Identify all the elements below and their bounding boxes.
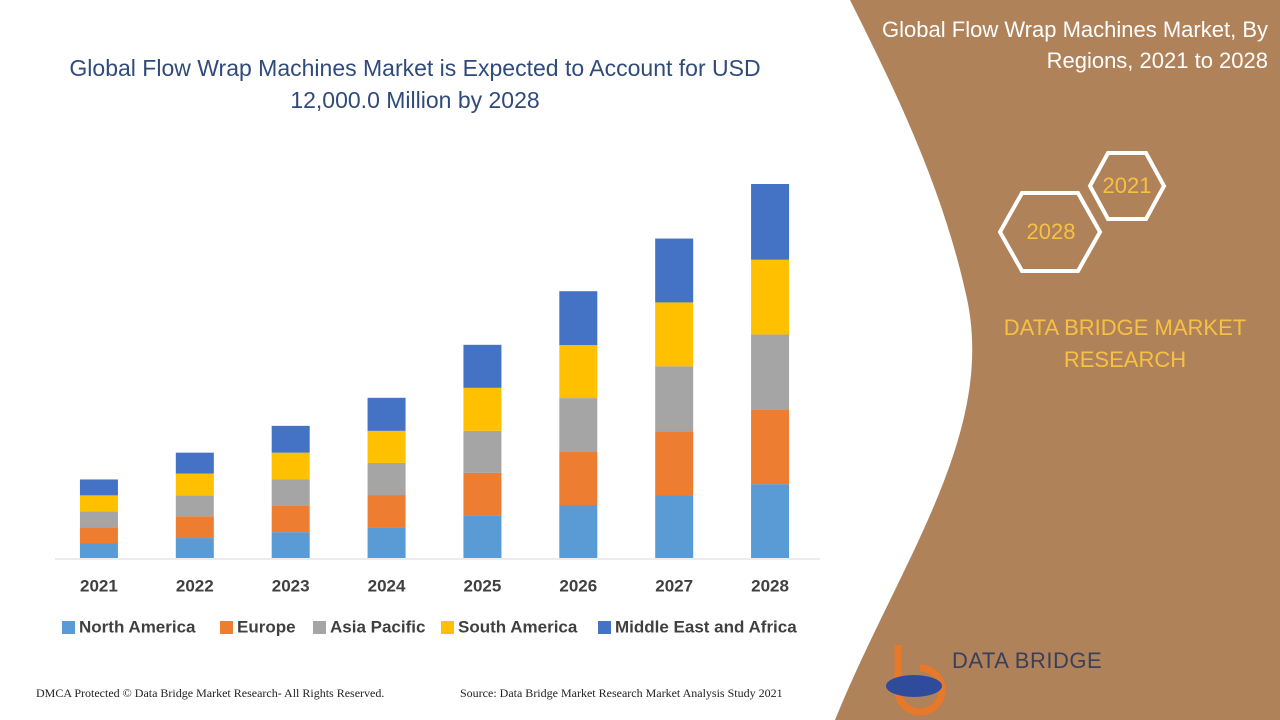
bar-segment <box>367 462 406 496</box>
side-panel-shape <box>835 0 1280 720</box>
bar-segment <box>751 259 790 335</box>
bar-segment <box>79 495 118 512</box>
legend-label: North America <box>79 617 196 636</box>
x-tick-label: 2028 <box>751 576 789 595</box>
bar-segment <box>655 238 694 303</box>
bar-segment <box>79 479 118 496</box>
legend-label: South America <box>458 617 578 636</box>
bar-segment <box>367 430 406 463</box>
bar-segment <box>79 527 118 544</box>
bar-segment <box>175 495 214 517</box>
bar-segment <box>175 538 214 558</box>
legend-swatch <box>441 621 454 634</box>
x-tick-label: 2021 <box>80 576 118 595</box>
legend-label: Europe <box>237 617 296 636</box>
brand: DATA BRIDGE MARKET RESEARCH <box>1003 315 1247 372</box>
bar-segment <box>271 505 310 533</box>
bar-segment <box>751 184 790 260</box>
bar-segment <box>79 511 118 528</box>
bar-segment <box>559 505 598 558</box>
x-tick-label: 2027 <box>655 576 693 595</box>
bar-segment <box>655 302 694 367</box>
bar-segment <box>463 387 502 431</box>
logo-text: DATA BRIDGE <box>952 648 1103 673</box>
bar-segment <box>367 495 406 528</box>
logo-icon <box>886 645 946 716</box>
footer-left: DMCA Protected © Data Bridge Market Rese… <box>36 686 385 700</box>
bar-segment <box>655 431 694 496</box>
legend-swatch <box>598 621 611 634</box>
bar-segment <box>271 479 310 506</box>
bar-segment <box>271 452 310 480</box>
bar-segment <box>559 345 598 399</box>
hexagon <box>1087 151 1167 221</box>
panel-title: Global Flow Wrap Machines Market, By Reg… <box>882 17 1268 73</box>
bar-segment <box>175 473 214 496</box>
x-tick-label: 2023 <box>272 576 310 595</box>
bar-segment <box>463 472 502 516</box>
bar-segment <box>655 495 694 558</box>
bar-segment <box>751 409 790 485</box>
bar-segment <box>559 398 598 453</box>
bar-segment <box>79 543 118 558</box>
x-tick-label: 2026 <box>559 576 597 595</box>
bar-segment <box>463 515 502 558</box>
chart-title: Global Flow Wrap Machines Market is Expe… <box>69 55 761 113</box>
bar-segment <box>271 425 310 453</box>
x-tick-label: 2025 <box>464 576 502 595</box>
legend-swatch <box>220 621 233 634</box>
bar-segment <box>655 366 694 432</box>
bar-segment <box>463 344 502 388</box>
bar-segment <box>367 527 406 558</box>
x-tick-label: 2024 <box>368 576 406 595</box>
legend-swatch <box>62 621 75 634</box>
footer-right: Source: Data Bridge Market Research Mark… <box>460 686 783 700</box>
legend-label: Middle East and Africa <box>615 617 797 636</box>
bar-segment <box>751 334 790 410</box>
bar-segment <box>559 452 598 506</box>
bar-segment <box>175 516 214 539</box>
legend-swatch <box>313 621 326 634</box>
hexagon <box>997 191 1103 273</box>
bar-segment <box>175 452 214 474</box>
bar-segment <box>367 397 406 431</box>
x-tick-label: 2022 <box>176 576 214 595</box>
legend-label: Asia Pacific <box>330 617 425 636</box>
bar-segment <box>751 484 790 558</box>
bar-segment <box>559 291 598 346</box>
bar-segment <box>271 532 310 558</box>
badge: 2021 <box>1103 173 1152 198</box>
bar-segment <box>463 430 502 473</box>
badge: 2028 <box>1027 219 1076 244</box>
